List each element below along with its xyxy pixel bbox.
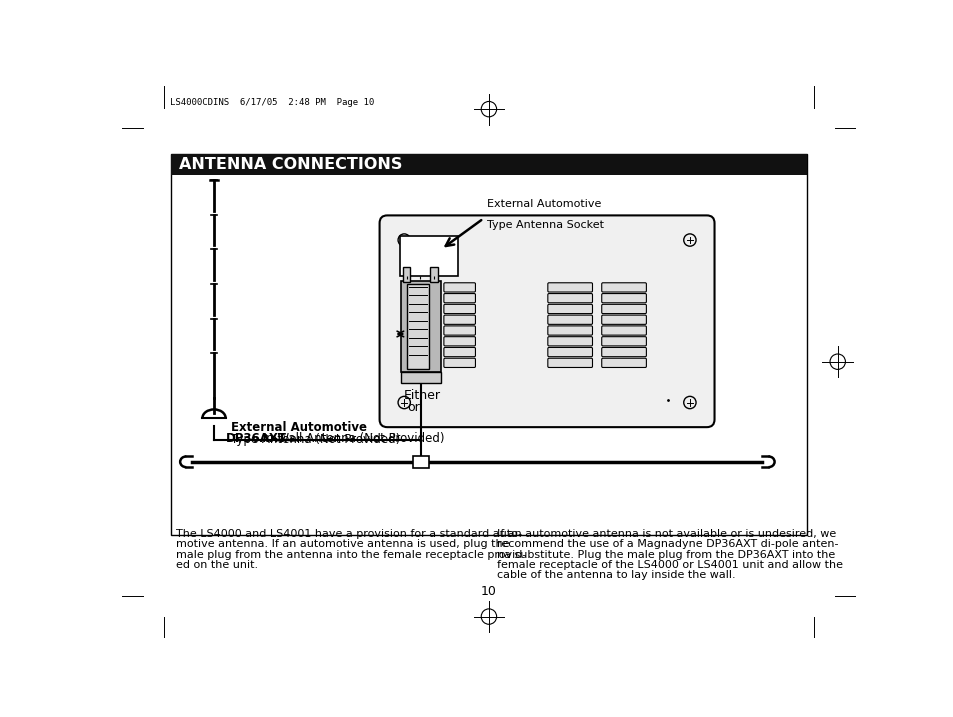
- Text: The LS4000 and LS4001 have a provision for a standard auto-: The LS4000 and LS4001 have a provision f…: [175, 529, 521, 538]
- Text: 10: 10: [480, 585, 497, 598]
- FancyBboxPatch shape: [547, 358, 592, 368]
- FancyBboxPatch shape: [443, 337, 475, 346]
- FancyBboxPatch shape: [547, 326, 592, 335]
- FancyBboxPatch shape: [443, 304, 475, 313]
- Text: recommend the use of a Magnadyne DP36AXT di-pole anten-: recommend the use of a Magnadyne DP36AXT…: [497, 539, 838, 549]
- FancyBboxPatch shape: [601, 358, 646, 368]
- FancyBboxPatch shape: [601, 337, 646, 346]
- FancyBboxPatch shape: [443, 282, 475, 292]
- Text: External Automotive: External Automotive: [487, 199, 601, 209]
- Bar: [430, 267, 437, 282]
- Bar: [413, 455, 429, 468]
- Bar: [407, 284, 429, 369]
- Bar: [400, 236, 457, 276]
- FancyBboxPatch shape: [547, 304, 592, 313]
- FancyBboxPatch shape: [547, 282, 592, 292]
- FancyBboxPatch shape: [601, 315, 646, 324]
- FancyBboxPatch shape: [601, 293, 646, 303]
- FancyBboxPatch shape: [601, 348, 646, 356]
- Bar: [402, 267, 410, 282]
- FancyBboxPatch shape: [601, 326, 646, 335]
- FancyBboxPatch shape: [443, 293, 475, 303]
- Text: DP36AXT: DP36AXT: [226, 432, 287, 445]
- Text: male plug from the antenna into the female receptacle provid-: male plug from the antenna into the fema…: [175, 549, 525, 559]
- FancyBboxPatch shape: [443, 358, 475, 368]
- Text: female receptacle of the LS4000 or LS4001 unit and allow the: female receptacle of the LS4000 or LS400…: [497, 560, 842, 570]
- Bar: [400, 281, 440, 371]
- FancyBboxPatch shape: [443, 326, 475, 335]
- Bar: [171, 154, 806, 535]
- Bar: [171, 154, 806, 176]
- FancyBboxPatch shape: [547, 315, 592, 324]
- FancyBboxPatch shape: [443, 348, 475, 356]
- Text: If an automotive antenna is not available or is undesired, we: If an automotive antenna is not availabl…: [497, 529, 836, 538]
- Text: LS4000CDINS  6/17/05  2:48 PM  Page 10: LS4000CDINS 6/17/05 2:48 PM Page 10: [170, 98, 374, 107]
- Text: Type Antenna Socket: Type Antenna Socket: [487, 220, 604, 230]
- Text: cable of the antenna to lay inside the wall.: cable of the antenna to lay inside the w…: [497, 570, 736, 580]
- FancyBboxPatch shape: [601, 304, 646, 313]
- FancyBboxPatch shape: [547, 337, 592, 346]
- Text: ANTENNA CONNECTIONS: ANTENNA CONNECTIONS: [178, 157, 401, 172]
- Text: na substitute. Plug the male plug from the DP36AXT into the: na substitute. Plug the male plug from t…: [497, 549, 835, 559]
- FancyBboxPatch shape: [379, 215, 714, 427]
- FancyBboxPatch shape: [443, 315, 475, 324]
- Text: Either: Either: [404, 389, 440, 402]
- Text: Type Antenna (Not Provided): Type Antenna (Not Provided): [231, 433, 400, 446]
- Text: External Automotive: External Automotive: [231, 421, 367, 434]
- FancyBboxPatch shape: [601, 282, 646, 292]
- Text: ed on the unit.: ed on the unit.: [175, 560, 257, 570]
- FancyBboxPatch shape: [547, 293, 592, 303]
- Text: motive antenna. If an automotive antenna is used, plug the: motive antenna. If an automotive antenna…: [175, 539, 509, 549]
- Text: In-Wall Antenna (Not Provided): In-Wall Antenna (Not Provided): [258, 432, 444, 445]
- Bar: [400, 371, 440, 384]
- Text: or: or: [407, 401, 419, 414]
- FancyBboxPatch shape: [547, 348, 592, 356]
